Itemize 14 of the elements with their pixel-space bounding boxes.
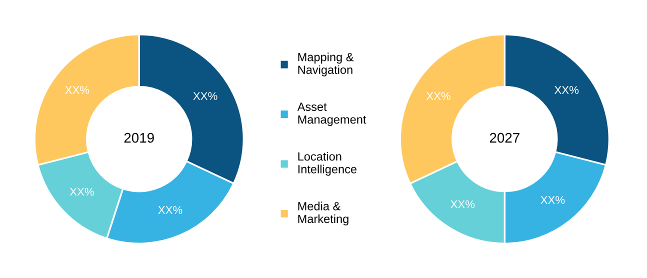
data-label: XX% [540,196,565,204]
legend-label: Mapping & Navigation [298,52,354,76]
data-label: XX% [158,206,182,214]
data-label: XX% [70,188,94,196]
legend-label: Media & Marketing [298,202,348,226]
slice-label: 2027 [490,132,520,143]
data-label: XX% [193,92,218,100]
legend-label: Location Intelligence [298,152,357,176]
slice-label: 2019 [124,132,154,143]
data-label: XX% [554,86,579,94]
data-label: XX% [426,92,450,100]
data-label: XX% [450,200,475,208]
legend-label: Asset Management [297,102,366,126]
data-label: XX% [65,86,90,94]
